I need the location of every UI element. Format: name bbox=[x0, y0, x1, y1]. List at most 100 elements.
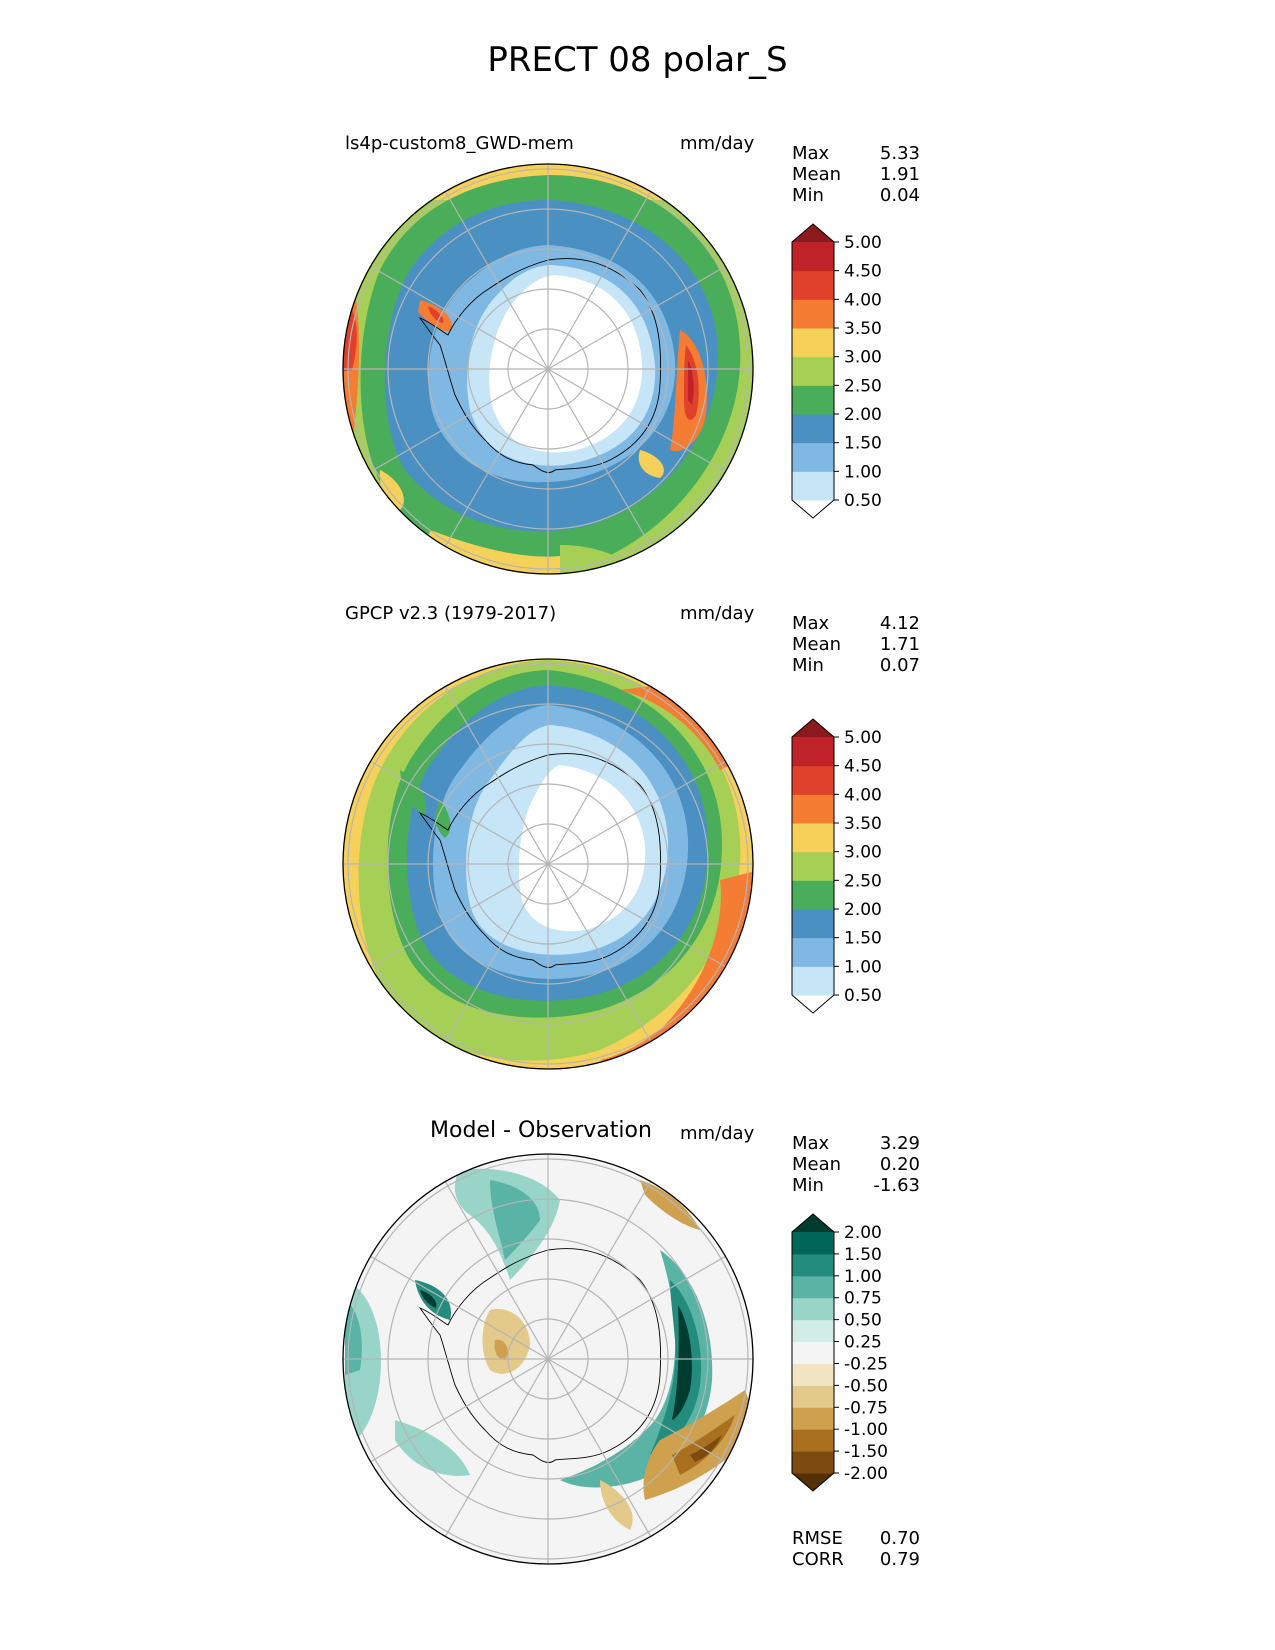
colorbar-tick-label: 0.50 bbox=[844, 491, 882, 511]
colorbar-swatch bbox=[792, 1341, 834, 1364]
colorbar-tick-label: 3.50 bbox=[844, 814, 882, 834]
stat-value-min: -1.63 bbox=[873, 1175, 920, 1196]
colorbar-tick-label: 2.50 bbox=[844, 871, 882, 891]
colorbar-tick-label: -1.00 bbox=[844, 1420, 888, 1440]
stat-value-max: 3.29 bbox=[879, 1133, 920, 1154]
colorbar-tick-label: -1.50 bbox=[844, 1442, 888, 1462]
colorbar-swatch bbox=[792, 823, 834, 853]
colorbar-diff: -2.00-1.50-1.00-0.75-0.50-0.250.250.500.… bbox=[791, 1213, 888, 1492]
stat-value-mean: 0.20 bbox=[879, 1154, 920, 1175]
colorbar-swatch bbox=[792, 909, 834, 939]
colorbar-swatch bbox=[792, 1429, 834, 1452]
colorbar-swatch bbox=[792, 1275, 834, 1299]
colorbar-swatch bbox=[792, 471, 834, 501]
panel-title-test: ls4p-custom8_GWD-mem bbox=[345, 133, 574, 154]
colorbar-tick-label: 2.00 bbox=[844, 405, 882, 425]
colorbar-reference: 0.50 1.00 1.50 2.00 2.50 3.00 3.50 4.00 4.50 5.00 bbox=[791, 718, 882, 1014]
stat-value-rmse: 0.70 bbox=[879, 1528, 920, 1549]
colorbar-tick-label: 4.50 bbox=[844, 757, 882, 777]
colorbar-swatch bbox=[792, 1407, 834, 1430]
colorbar-tick-label: 5.00 bbox=[844, 233, 882, 253]
colorbar-swatch bbox=[792, 1363, 834, 1386]
stat-label-rmse: RMSE bbox=[792, 1528, 843, 1549]
polar-map-diff bbox=[342, 1153, 754, 1565]
colorbar-swatch bbox=[792, 328, 834, 358]
colorbar-swatch bbox=[792, 966, 834, 996]
colorbar-tick-label: 0.25 bbox=[844, 1333, 882, 1353]
colorbar-tick-label: 1.00 bbox=[844, 957, 882, 977]
colorbar-swatch bbox=[792, 1385, 834, 1408]
colorbar-test: 0.50 1.00 1.50 2.00 2.50 3.00 3.50 4.00 4.50 5.00 bbox=[791, 223, 882, 519]
colorbar-tick-label: 4.00 bbox=[844, 290, 882, 310]
figure-title: PRECT 08 polar_S bbox=[487, 40, 788, 80]
colorbar-swatch bbox=[792, 851, 834, 881]
colorbar-swatch bbox=[792, 765, 834, 795]
colorbar-swatch bbox=[792, 1297, 834, 1321]
colorbar-tick-label: -0.75 bbox=[844, 1398, 888, 1418]
stat-label-corr: CORR bbox=[792, 1549, 844, 1570]
colorbar-tick-label: 2.00 bbox=[844, 1223, 882, 1243]
colorbar-tick-label: -2.00 bbox=[844, 1464, 888, 1484]
colorbar-over-triangle bbox=[792, 1214, 834, 1232]
colorbar-swatch bbox=[792, 1253, 834, 1277]
colorbar-swatch bbox=[792, 1451, 834, 1474]
colorbar-tick-label: 3.00 bbox=[844, 348, 882, 368]
stat-label-min: Min bbox=[792, 655, 824, 676]
colorbar-tick-label: -0.50 bbox=[844, 1376, 888, 1396]
stat-label-mean: Mean bbox=[792, 1154, 842, 1175]
colorbar-swatch bbox=[792, 414, 834, 444]
stat-value-max: 4.12 bbox=[879, 613, 920, 634]
polar-map-test bbox=[342, 163, 754, 575]
colorbar-swatch bbox=[792, 299, 834, 329]
stat-label-mean: Mean bbox=[792, 164, 842, 185]
colorbar-tick-label: 0.50 bbox=[844, 1311, 882, 1331]
colorbar-tick-label: 4.00 bbox=[844, 785, 882, 805]
polar-map-reference bbox=[342, 658, 754, 1070]
colorbar-swatch bbox=[792, 270, 834, 300]
colorbar-swatch bbox=[792, 1232, 834, 1255]
colorbar-tick-label: 2.50 bbox=[844, 376, 882, 396]
colorbar-swatch bbox=[792, 794, 834, 824]
colorbar-under-triangle bbox=[792, 1473, 834, 1491]
colorbar-tick-label: -0.25 bbox=[844, 1354, 888, 1374]
stat-value-min: 0.07 bbox=[879, 655, 920, 676]
colorbar-swatch bbox=[792, 737, 834, 767]
colorbar-under-triangle bbox=[792, 995, 834, 1013]
colorbar-under-triangle bbox=[792, 500, 834, 518]
colorbar-tick-label: 5.00 bbox=[844, 728, 882, 748]
stat-value-mean: 1.91 bbox=[879, 164, 920, 185]
stat-value-min: 0.04 bbox=[879, 185, 920, 206]
panel-title-diff: Model - Observation bbox=[430, 1118, 652, 1143]
stat-label-max: Max bbox=[792, 143, 830, 164]
colorbar-tick-label: 3.00 bbox=[844, 843, 882, 863]
stat-label-min: Min bbox=[792, 1175, 824, 1196]
stat-label-min: Min bbox=[792, 185, 824, 206]
colorbar-swatch bbox=[792, 385, 834, 415]
stat-label-max: Max bbox=[792, 613, 830, 634]
colorbar-tick-label: 4.50 bbox=[844, 262, 882, 282]
colorbar-tick-label: 0.75 bbox=[844, 1289, 882, 1309]
stat-value-corr: 0.79 bbox=[879, 1549, 920, 1570]
units-label-test: mm/day bbox=[680, 133, 755, 154]
stat-value-mean: 1.71 bbox=[879, 634, 920, 655]
colorbar-tick-label: 1.50 bbox=[844, 929, 882, 949]
units-label-reference: mm/day bbox=[680, 603, 755, 624]
colorbar-tick-label: 1.50 bbox=[844, 434, 882, 454]
panel-title-reference: GPCP v2.3 (1979-2017) bbox=[345, 603, 557, 624]
colorbar-tick-label: 1.50 bbox=[844, 1245, 882, 1265]
stat-label-max: Max bbox=[792, 1133, 830, 1154]
colorbar-swatch bbox=[792, 937, 834, 967]
stat-label-mean: Mean bbox=[792, 634, 842, 655]
colorbar-swatch bbox=[792, 242, 834, 272]
colorbar-over-triangle bbox=[792, 224, 834, 242]
colorbar-tick-label: 1.00 bbox=[844, 1267, 882, 1287]
colorbar-tick-label: 2.00 bbox=[844, 900, 882, 920]
colorbar-tick-label: 1.00 bbox=[844, 462, 882, 482]
colorbar-swatch bbox=[792, 442, 834, 472]
colorbar-swatch bbox=[792, 1319, 834, 1343]
colorbar-tick-label: 0.50 bbox=[844, 986, 882, 1006]
stat-value-max: 5.33 bbox=[879, 143, 920, 164]
colorbar-swatch bbox=[792, 356, 834, 386]
units-label-diff: mm/day bbox=[680, 1123, 755, 1144]
